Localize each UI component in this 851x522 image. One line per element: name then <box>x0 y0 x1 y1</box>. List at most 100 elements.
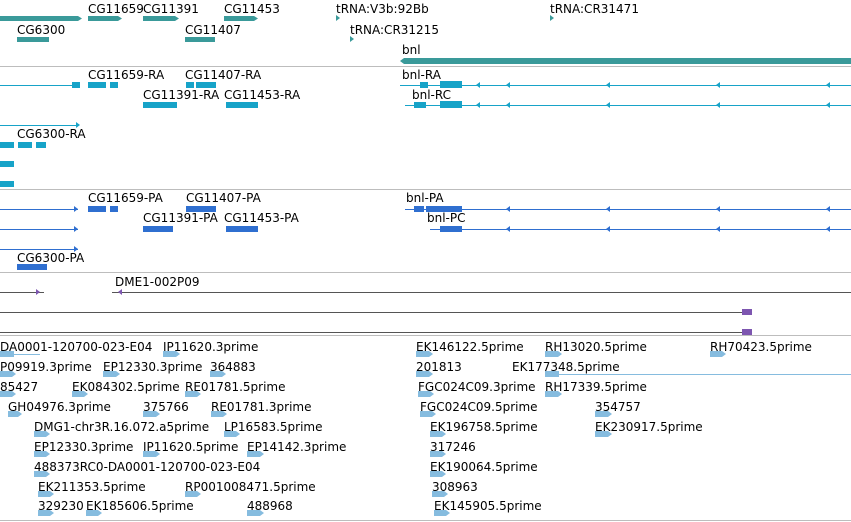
est-glyph[interactable] <box>418 391 434 397</box>
cds-block[interactable] <box>110 206 118 212</box>
est-glyph[interactable] <box>185 391 201 397</box>
transcript-exon[interactable] <box>143 102 177 108</box>
cds-block[interactable] <box>88 206 106 212</box>
est-label[interactable]: DMG1-chr3R.16.072.a5prime <box>34 420 210 434</box>
est-glyph[interactable] <box>143 411 160 417</box>
strand-arrow[interactable] <box>716 82 720 88</box>
est-glyph[interactable] <box>38 491 54 497</box>
est-glyph[interactable] <box>595 431 612 437</box>
est-glyph[interactable] <box>34 451 50 457</box>
est-label[interactable]: 308963 <box>432 480 478 494</box>
protein-label-cg6300-pa[interactable]: CG6300-PA <box>17 251 85 265</box>
est-glyph[interactable] <box>103 371 120 377</box>
est-glyph[interactable] <box>210 371 226 377</box>
gene-label-bnl[interactable]: bnl <box>402 43 421 57</box>
est-label[interactable]: EK146122.5prime <box>416 340 524 354</box>
protein-label-cg11391-pa[interactable]: CG11391-PA <box>143 211 218 225</box>
est-label[interactable]: 317246 <box>430 440 476 454</box>
est-glyph[interactable] <box>163 351 180 357</box>
cds-block[interactable] <box>17 264 47 270</box>
est-glyph[interactable] <box>430 431 446 437</box>
est-glyph[interactable] <box>72 391 88 397</box>
protein-label-cg11659-pa[interactable]: CG11659-PA <box>88 191 163 205</box>
est-label[interactable]: EK196758.5prime <box>430 420 538 434</box>
gene-glyph-bnl[interactable] <box>400 58 851 64</box>
est-label[interactable]: 488373RC0-DA0001-120700-023-E04 <box>34 460 261 474</box>
gene-label-trna-cr31215[interactable]: tRNA:CR31215 <box>350 23 439 37</box>
transcript-label-cg11659-ra[interactable]: CG11659-RA <box>88 68 165 82</box>
transcript-exon[interactable] <box>440 101 462 108</box>
strand-arrow[interactable] <box>606 82 610 88</box>
transcript-label-bnl-rc[interactable]: bnl-RC <box>412 88 452 102</box>
est-label[interactable]: EK230917.5prime <box>595 420 703 434</box>
strand-arrow[interactable] <box>606 102 610 108</box>
est-glyph[interactable] <box>211 411 227 417</box>
transcript-exon[interactable] <box>0 142 14 148</box>
est-glyph[interactable] <box>224 431 240 437</box>
transcript-exon[interactable] <box>36 142 46 148</box>
est-glyph[interactable] <box>545 391 562 397</box>
est-label[interactable]: 364883 <box>210 360 256 374</box>
clone-end[interactable] <box>742 329 752 335</box>
transcript-label-cg11407-ra[interactable]: CG11407-RA <box>185 68 262 82</box>
protein-label-cg11453-pa[interactable]: CG11453-PA <box>224 211 299 225</box>
transcript-exon[interactable] <box>226 102 258 108</box>
est-label[interactable]: RE01781.3prime <box>211 400 312 414</box>
est-glyph[interactable] <box>545 371 559 377</box>
est-label[interactable]: GH04976.3prime <box>8 400 111 414</box>
est-label[interactable]: EP14142.3prime <box>247 440 347 454</box>
est-label[interactable]: RE01781.5prime <box>185 380 286 394</box>
est-label[interactable]: P09919.3prime <box>0 360 92 374</box>
est-glyph[interactable] <box>0 391 16 397</box>
gene-label-cg11453[interactable]: CG11453 <box>224 2 280 16</box>
strand-arrow[interactable] <box>716 102 720 108</box>
strand-arrow[interactable] <box>506 206 510 212</box>
est-glyph[interactable] <box>247 451 264 457</box>
strand-arrow[interactable] <box>506 82 510 88</box>
transcript-exon[interactable] <box>18 142 32 148</box>
est-label[interactable]: RH70423.5prime <box>710 340 812 354</box>
strand-arrow[interactable] <box>74 226 78 232</box>
strand-arrow[interactable] <box>476 82 480 88</box>
est-glyph[interactable] <box>595 411 612 417</box>
est-label[interactable]: EK177348.5prime <box>512 360 620 374</box>
est-label[interactable]: EK185606.5prime <box>86 499 194 513</box>
clone-label-dme1-002p09[interactable]: DME1-002P09 <box>115 275 200 289</box>
transcript-exon[interactable] <box>440 81 462 88</box>
strand-arrow[interactable] <box>74 246 78 252</box>
transcript-label-bnl-ra[interactable]: bnl-RA <box>402 68 441 82</box>
strand-arrow[interactable] <box>716 226 720 232</box>
transcript-exon[interactable] <box>186 82 194 88</box>
transcript-label-cg11453-ra[interactable]: CG11453-RA <box>224 88 301 102</box>
transcript-exon[interactable] <box>414 102 426 108</box>
est-label[interactable]: EK211353.5prime <box>38 480 146 494</box>
est-label[interactable]: 354757 <box>595 400 641 414</box>
gene-label-trna-cr31471[interactable]: tRNA:CR31471 <box>550 2 639 16</box>
est-glyph[interactable] <box>38 510 54 516</box>
est-label[interactable]: RH17339.5prime <box>545 380 647 394</box>
est-glyph[interactable] <box>34 431 50 437</box>
est-label[interactable]: EP12330.3prime <box>103 360 203 374</box>
est-label[interactable]: 329230 <box>38 499 84 513</box>
gene-glyph[interactable] <box>88 16 122 21</box>
clone-end[interactable] <box>118 289 122 295</box>
est-label[interactable]: IP11620.3prime <box>163 340 259 354</box>
est-glyph[interactable] <box>86 510 102 516</box>
trna-glyph[interactable] <box>336 15 340 21</box>
est-label[interactable]: FGC024C09.5prime <box>420 400 538 414</box>
strand-arrow[interactable] <box>826 206 830 212</box>
clone-end[interactable] <box>36 289 40 295</box>
est-label[interactable]: EK084302.5prime <box>72 380 180 394</box>
cds-block[interactable] <box>426 206 462 212</box>
trna-glyph[interactable] <box>350 36 354 42</box>
est-label[interactable]: EK190064.5prime <box>430 460 538 474</box>
strand-arrow[interactable] <box>826 102 830 108</box>
est-label[interactable]: 488968 <box>247 499 293 513</box>
est-label[interactable]: 201813 <box>416 360 462 374</box>
gene-glyph[interactable] <box>17 37 49 42</box>
est-label[interactable]: EP12330.3prime <box>34 440 134 454</box>
est-glyph[interactable] <box>710 351 726 357</box>
strand-arrow[interactable] <box>606 226 610 232</box>
est-label[interactable]: RP001008471.5prime <box>185 480 316 494</box>
